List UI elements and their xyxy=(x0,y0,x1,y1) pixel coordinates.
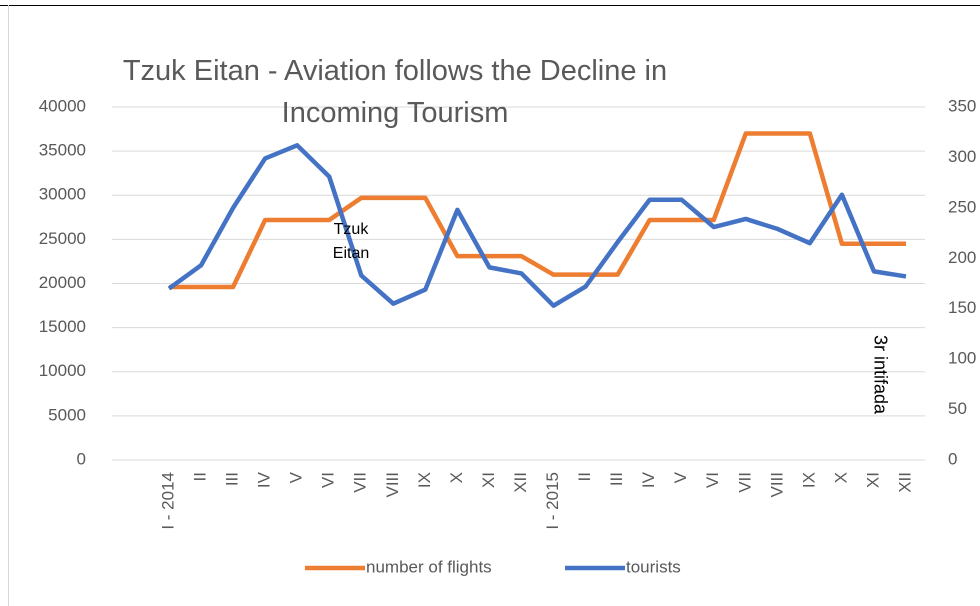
annotation: Tzuk Eitan xyxy=(332,221,370,262)
y-tick-label: 30000 xyxy=(39,185,86,204)
y2-tick-label: 350 xyxy=(948,96,976,115)
legend-label: number of flights xyxy=(366,557,492,576)
y-tick-label: 15000 xyxy=(39,317,86,336)
y-tick-label: 40000 xyxy=(39,96,86,115)
y2-tick-label: 300 xyxy=(948,147,976,166)
x-tick-label: III xyxy=(607,472,626,486)
y2-tick-label: 0 xyxy=(948,449,957,468)
chart-title: Tzuk Eitan - Aviation follows the Declin… xyxy=(122,55,668,129)
x-tick-label: VIII xyxy=(383,472,402,498)
x-tick-label: VII xyxy=(735,472,754,493)
y2-tick-label: 50 xyxy=(948,399,967,418)
y-tick-label: 20000 xyxy=(39,273,86,292)
x-tick-label: IX xyxy=(799,472,818,488)
y-tick-label: 10000 xyxy=(39,361,86,380)
series-line xyxy=(167,143,907,308)
y2-tick-label: 250 xyxy=(948,197,976,216)
y-tick-label: 0 xyxy=(77,449,86,468)
y-tick-label: 35000 xyxy=(39,141,86,160)
y-tick-label: 5000 xyxy=(48,405,86,424)
x-tick-label: XI xyxy=(863,472,882,488)
x-tick-label: XII xyxy=(511,472,530,493)
y-tick-label: 25000 xyxy=(39,229,86,248)
x-tick-label: VI xyxy=(319,472,338,488)
x-tick-label: VIII xyxy=(767,472,786,498)
x-tick-label: II xyxy=(575,472,594,481)
x-tick-label: IV xyxy=(255,471,274,488)
x-tick-label: X xyxy=(831,472,850,483)
x-tick-label: IX xyxy=(415,472,434,488)
x-tick-label: VII xyxy=(351,472,370,493)
x-tick-label: V xyxy=(671,471,690,483)
x-tick-label: VI xyxy=(703,472,722,488)
x-tick-label: I - 2015 xyxy=(543,472,562,530)
x-tick-label: IV xyxy=(639,471,658,488)
x-tick-label: V xyxy=(287,471,306,483)
x-tick-label: I - 2014 xyxy=(158,472,177,530)
x-tick-label: XII xyxy=(895,472,914,493)
legend-label: tourists xyxy=(626,557,681,576)
y2-tick-label: 150 xyxy=(948,298,976,317)
x-tick-label: XI xyxy=(479,472,498,488)
y2-tick-label: 200 xyxy=(948,248,976,267)
x-tick-label: X xyxy=(447,472,466,483)
series-line xyxy=(169,131,906,290)
annotation: 3r intifada xyxy=(870,334,891,415)
y2-tick-label: 100 xyxy=(948,349,976,368)
x-tick-label: II xyxy=(191,472,210,481)
x-tick-label: III xyxy=(223,472,242,486)
